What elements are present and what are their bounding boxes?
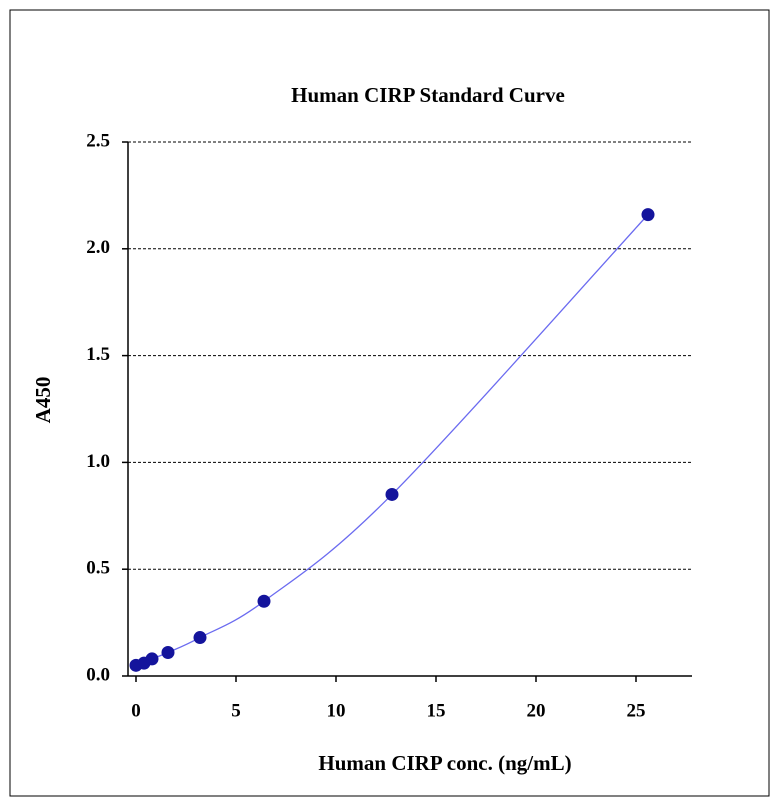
point (385, 487, 399, 501)
y-tick-label: 0.5 (86, 558, 110, 579)
point (641, 208, 655, 222)
x-tick-label: 5 (231, 700, 241, 721)
y-tick-label: 1.5 (86, 344, 110, 365)
point (145, 652, 159, 666)
point (161, 646, 175, 660)
y-axis-label: A450 (31, 377, 55, 424)
y-tick-label: 2.5 (86, 130, 110, 151)
y-tick-label: 0.0 (86, 664, 110, 685)
y-tick-label: 2.0 (86, 237, 110, 258)
chart-title: Human CIRP Standard Curve (291, 83, 565, 107)
x-tick-label: 10 (327, 700, 346, 721)
y-tick-label: 1.0 (86, 451, 110, 472)
point (193, 631, 207, 645)
frame (9, 9, 770, 797)
x-axis-label: Human CIRP conc. (ng/mL) (318, 751, 571, 775)
x-tick-label: 20 (527, 700, 546, 721)
point (257, 594, 271, 608)
x-tick-label: 25 (627, 700, 646, 721)
x-tick-label: 15 (427, 700, 446, 721)
x-tick-label: 0 (131, 700, 141, 721)
fit-curve (135, 214, 649, 666)
